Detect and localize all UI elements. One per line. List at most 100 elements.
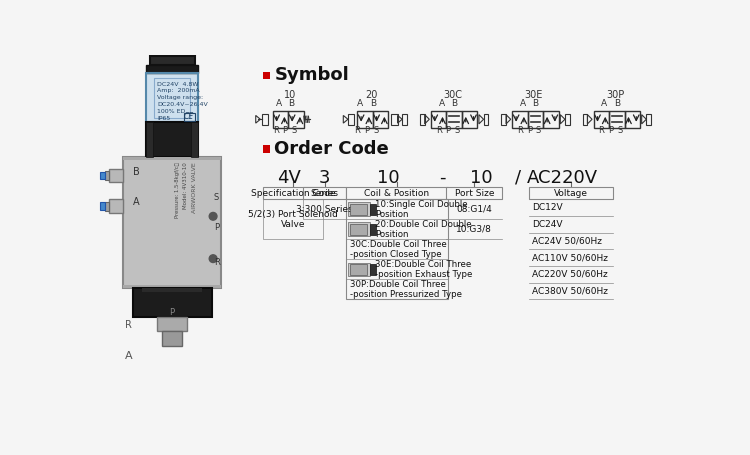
Text: S: S xyxy=(454,126,460,135)
Text: R: R xyxy=(214,258,220,267)
Text: A: A xyxy=(124,351,132,361)
Text: R: R xyxy=(273,126,279,135)
Text: S: S xyxy=(374,126,379,135)
Bar xyxy=(446,111,462,128)
Text: A: A xyxy=(439,99,445,108)
Bar xyxy=(262,199,323,239)
Bar xyxy=(149,56,194,66)
Text: B: B xyxy=(133,167,140,177)
Bar xyxy=(104,202,110,211)
Text: IP65: IP65 xyxy=(158,116,170,121)
Text: Port Size: Port Size xyxy=(454,189,494,198)
Bar xyxy=(625,111,640,128)
Bar xyxy=(184,113,194,121)
Text: 08:G1/4: 08:G1/4 xyxy=(457,205,492,214)
Bar xyxy=(357,111,373,128)
Bar xyxy=(430,111,446,128)
Text: AC110V 50/60Hz: AC110V 50/60Hz xyxy=(532,253,608,262)
Text: Pressure: 1.5-8kgf/c㎢: Pressure: 1.5-8kgf/c㎢ xyxy=(175,162,180,218)
Polygon shape xyxy=(146,73,197,122)
Bar xyxy=(502,114,506,125)
Bar xyxy=(262,71,271,79)
Text: B: B xyxy=(614,99,620,108)
Bar xyxy=(110,199,123,213)
Bar xyxy=(446,187,503,199)
Text: A: A xyxy=(602,99,608,108)
Text: /: / xyxy=(515,168,521,187)
Bar xyxy=(646,114,651,125)
Text: B: B xyxy=(532,99,538,108)
Bar xyxy=(104,171,110,180)
Bar xyxy=(123,285,220,288)
Text: AC380V 50/60Hz: AC380V 50/60Hz xyxy=(532,287,608,296)
Text: P: P xyxy=(283,126,288,135)
Bar xyxy=(154,78,190,118)
Bar xyxy=(350,264,368,275)
Text: AC24V 50/60Hz: AC24V 50/60Hz xyxy=(532,237,602,246)
Bar xyxy=(100,202,104,210)
Bar xyxy=(142,288,202,292)
Text: 30E: 30E xyxy=(525,91,543,101)
Text: DC20.4V~26.4V: DC20.4V~26.4V xyxy=(158,102,208,107)
Text: Voltage range:: Voltage range: xyxy=(158,96,203,101)
Text: S: S xyxy=(536,126,542,135)
Text: AC220V: AC220V xyxy=(527,168,598,187)
Text: R: R xyxy=(124,320,132,330)
Bar xyxy=(146,122,197,157)
Text: B: B xyxy=(370,99,376,108)
Text: DC24V: DC24V xyxy=(532,220,563,229)
Text: 30C: 30C xyxy=(443,91,462,101)
Bar xyxy=(133,288,212,317)
Bar xyxy=(446,199,503,239)
Bar xyxy=(609,111,625,128)
Text: P: P xyxy=(526,126,532,135)
Bar xyxy=(543,111,559,128)
Text: Amp:  200mA: Amp: 200mA xyxy=(158,88,200,93)
Circle shape xyxy=(209,212,217,220)
Text: Coil & Position: Coil & Position xyxy=(364,189,429,198)
Text: R: R xyxy=(436,126,442,135)
Bar xyxy=(348,222,370,236)
Bar xyxy=(146,73,197,122)
Text: S: S xyxy=(292,126,297,135)
Bar xyxy=(370,204,376,215)
Text: P: P xyxy=(364,126,369,135)
Text: 5/2(3) Port Solenoid
Valve: 5/2(3) Port Solenoid Valve xyxy=(248,210,338,229)
Text: CE: CE xyxy=(184,112,194,121)
Bar xyxy=(110,168,123,182)
Text: R: R xyxy=(517,126,523,135)
Text: Symbol: Symbol xyxy=(274,66,349,84)
Bar xyxy=(303,199,346,219)
Bar xyxy=(402,114,406,125)
Bar xyxy=(348,114,354,125)
Text: B: B xyxy=(288,99,295,108)
Bar xyxy=(565,114,569,125)
Bar xyxy=(146,122,153,157)
Text: 4V: 4V xyxy=(277,168,301,187)
Bar xyxy=(350,224,368,235)
Bar xyxy=(462,111,477,128)
Bar xyxy=(191,122,197,157)
Text: Specification Code: Specification Code xyxy=(251,189,335,198)
Bar xyxy=(420,114,424,125)
Text: 20: 20 xyxy=(365,91,377,101)
Bar xyxy=(594,111,609,128)
Bar xyxy=(512,111,528,128)
Bar xyxy=(528,111,543,128)
Bar xyxy=(484,114,488,125)
Text: 3:300 Series: 3:300 Series xyxy=(296,205,353,214)
Bar xyxy=(303,187,346,199)
Bar xyxy=(350,204,368,215)
Bar xyxy=(273,111,288,128)
Text: P: P xyxy=(170,308,175,317)
Text: 30E:Double Coil Three
-position Exhaust Type: 30E:Double Coil Three -position Exhaust … xyxy=(375,260,472,279)
Bar xyxy=(348,202,370,216)
Text: DC12V: DC12V xyxy=(532,203,563,212)
Text: A: A xyxy=(276,99,282,108)
Text: B: B xyxy=(451,99,458,108)
Text: 30P: 30P xyxy=(606,91,625,101)
Text: R: R xyxy=(354,126,360,135)
Bar xyxy=(392,114,398,125)
Text: 10: 10 xyxy=(284,91,296,101)
Bar xyxy=(370,264,376,275)
